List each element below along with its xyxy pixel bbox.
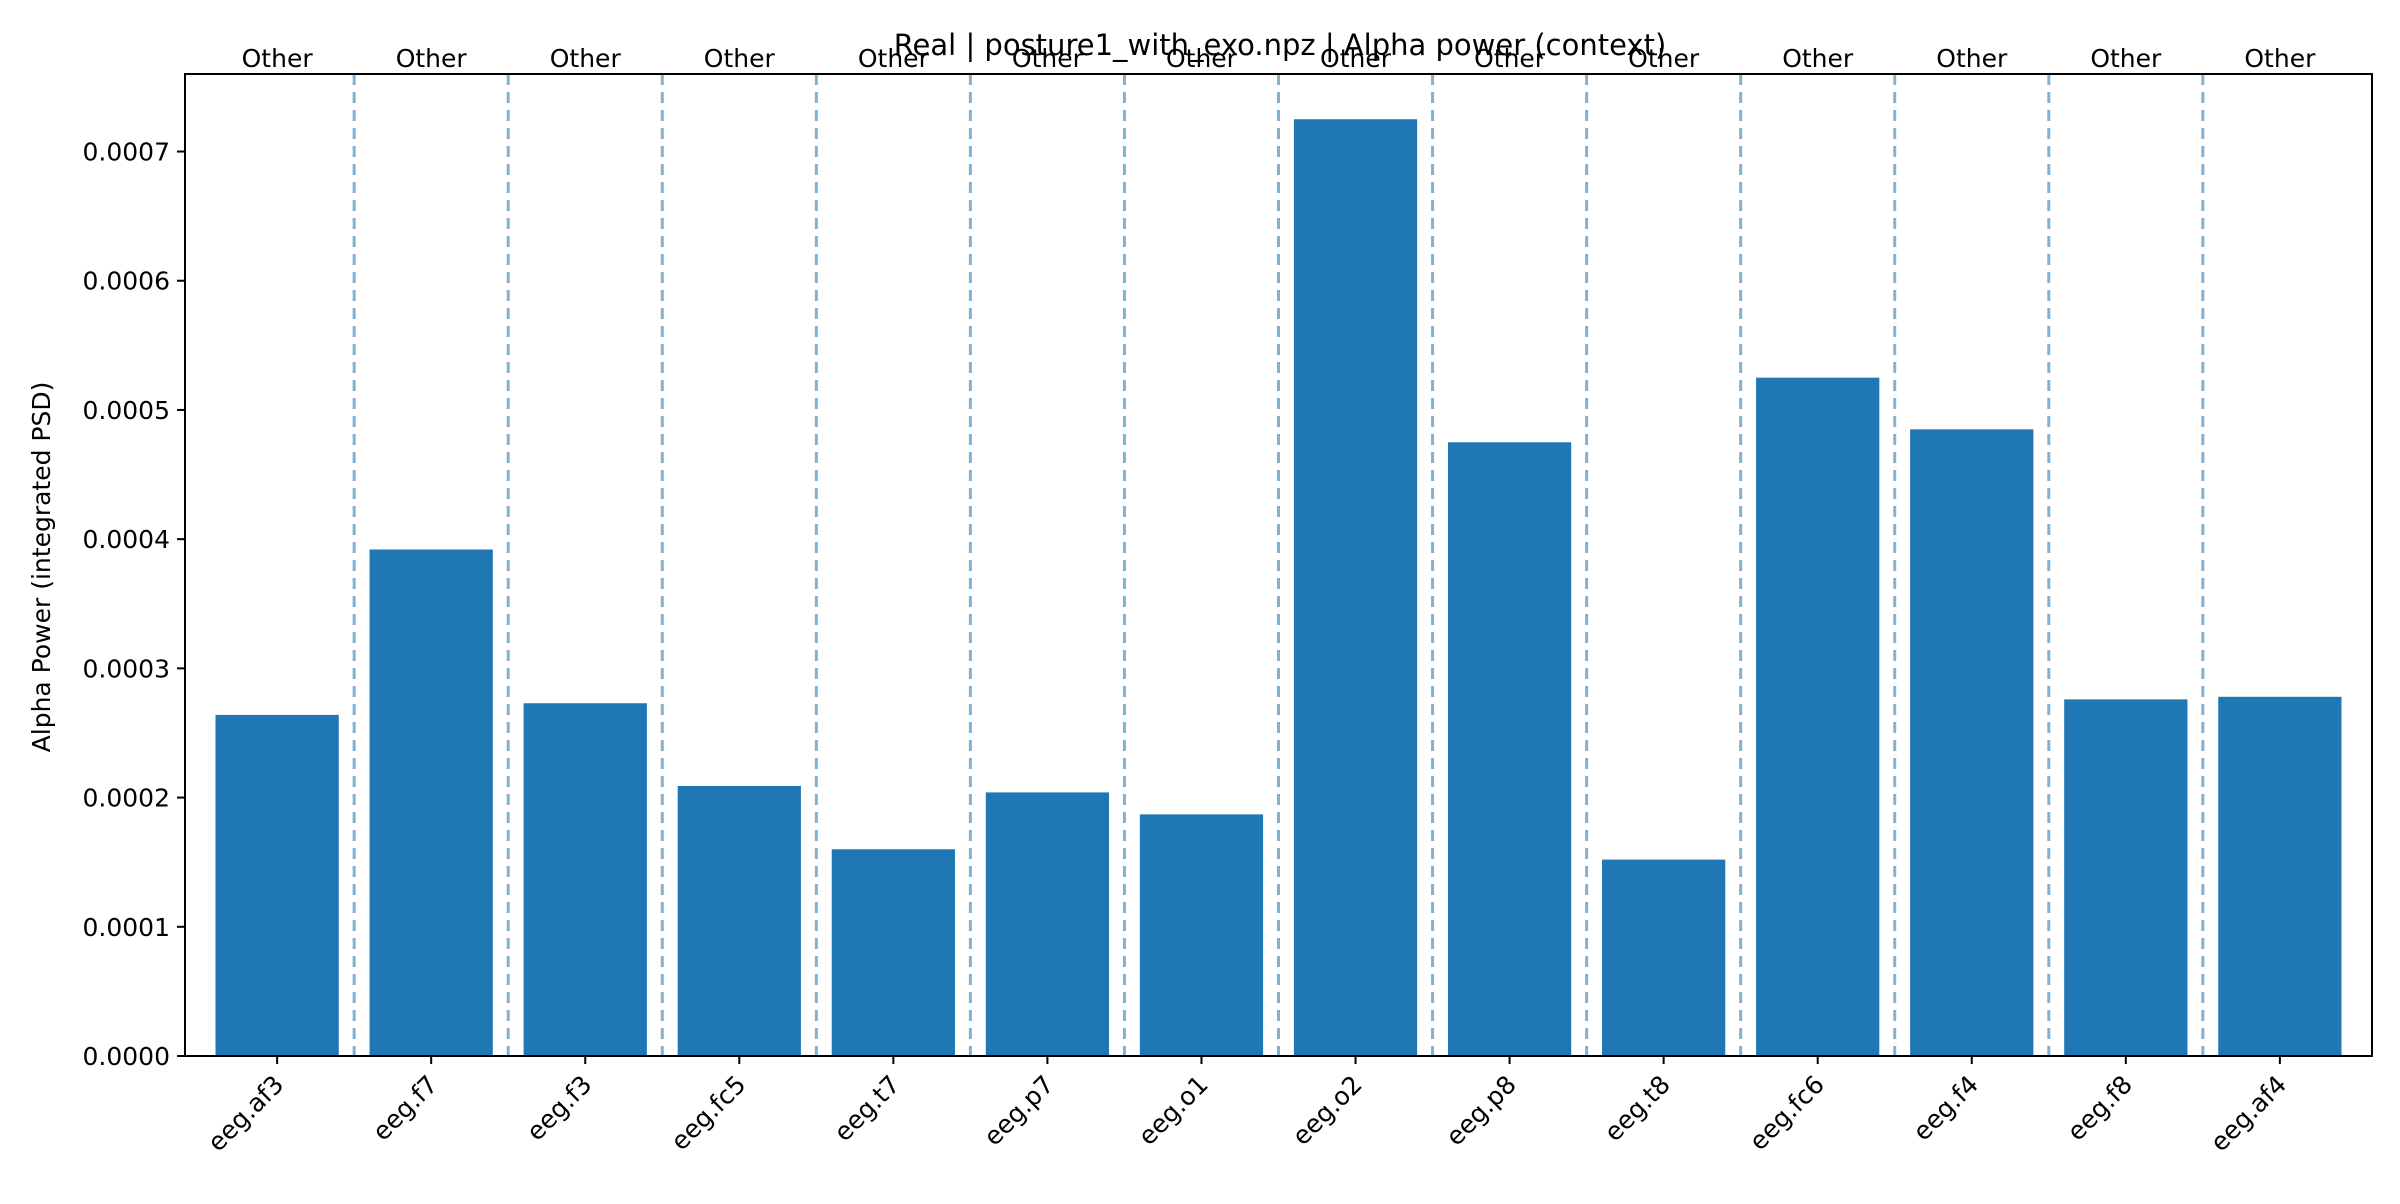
y-tick-label: 0.0006 [83,267,170,296]
group-label: Other [1782,44,1854,73]
bar-eeg.fc6 [1756,377,1880,1056]
group-label: Other [1474,44,1546,73]
y-tick-label: 0.0007 [83,138,170,167]
bar-eeg.p7 [985,792,1110,1056]
x-tick-label: eeg.f3 [521,1070,598,1147]
bar-eeg.t7 [831,849,955,1056]
x-tick-label: eeg.o1 [1133,1070,1214,1151]
x-tick-label: eeg.o2 [1287,1070,1368,1151]
x-tick-label: eeg.f7 [367,1070,444,1147]
group-label: Other [1320,44,1392,73]
plot-frame [184,73,2373,1057]
group-label: Other [858,44,930,73]
bar-eeg.f4 [1910,429,2034,1056]
group-label: Other [396,44,468,73]
bar-eeg.af3 [215,714,339,1056]
group-label: Other [1628,44,1700,73]
group-label: Other [550,44,622,73]
bar-eeg.af4 [2218,696,2342,1056]
x-tick-label: eeg.af4 [2205,1070,2292,1157]
bar-eeg.p8 [1447,442,1572,1056]
x-tick-label: eeg.p7 [978,1070,1060,1152]
bar-eeg.f3 [523,703,647,1056]
y-tick-label: 0.0004 [83,525,170,554]
y-tick-label: 0.0000 [83,1042,170,1071]
x-tick-label: eeg.t7 [828,1070,905,1147]
group-label: Other [2244,44,2316,73]
x-tick-label: eeg.p8 [1440,1070,1522,1152]
y-tick-label: 0.0001 [83,913,170,942]
bar-eeg.f7 [369,549,493,1056]
x-tick-label: eeg.fc5 [665,1070,751,1156]
x-tick-label: eeg.t8 [1599,1070,1676,1147]
bar-eeg.o2 [1293,119,1418,1056]
group-label: Other [242,44,314,73]
bar-eeg.f8 [2064,699,2188,1056]
x-tick-label: eeg.fc6 [1744,1070,1830,1156]
group-label: Other [2090,44,2162,73]
group-label: Other [704,44,776,73]
y-tick-label: 0.0003 [83,654,170,683]
bar-eeg.fc5 [677,785,801,1056]
group-label: Other [1936,44,2008,73]
y-tick-label: 0.0002 [83,784,170,813]
x-tick-label: eeg.f8 [2061,1070,2138,1147]
bar-eeg.t8 [1602,859,1726,1056]
bar-eeg.o1 [1139,814,1264,1056]
x-tick-label: eeg.af3 [202,1070,289,1157]
x-tick-label: eeg.f4 [1907,1070,1984,1147]
y-axis-label: Alpha Power (integrated PSD) [27,382,56,753]
group-label: Other [1012,44,1084,73]
chart-title: Real | posture1_with_exo.npz | Alpha pow… [894,28,1667,62]
group-label: Other [1166,44,1238,73]
y-tick-label: 0.0005 [83,396,170,425]
